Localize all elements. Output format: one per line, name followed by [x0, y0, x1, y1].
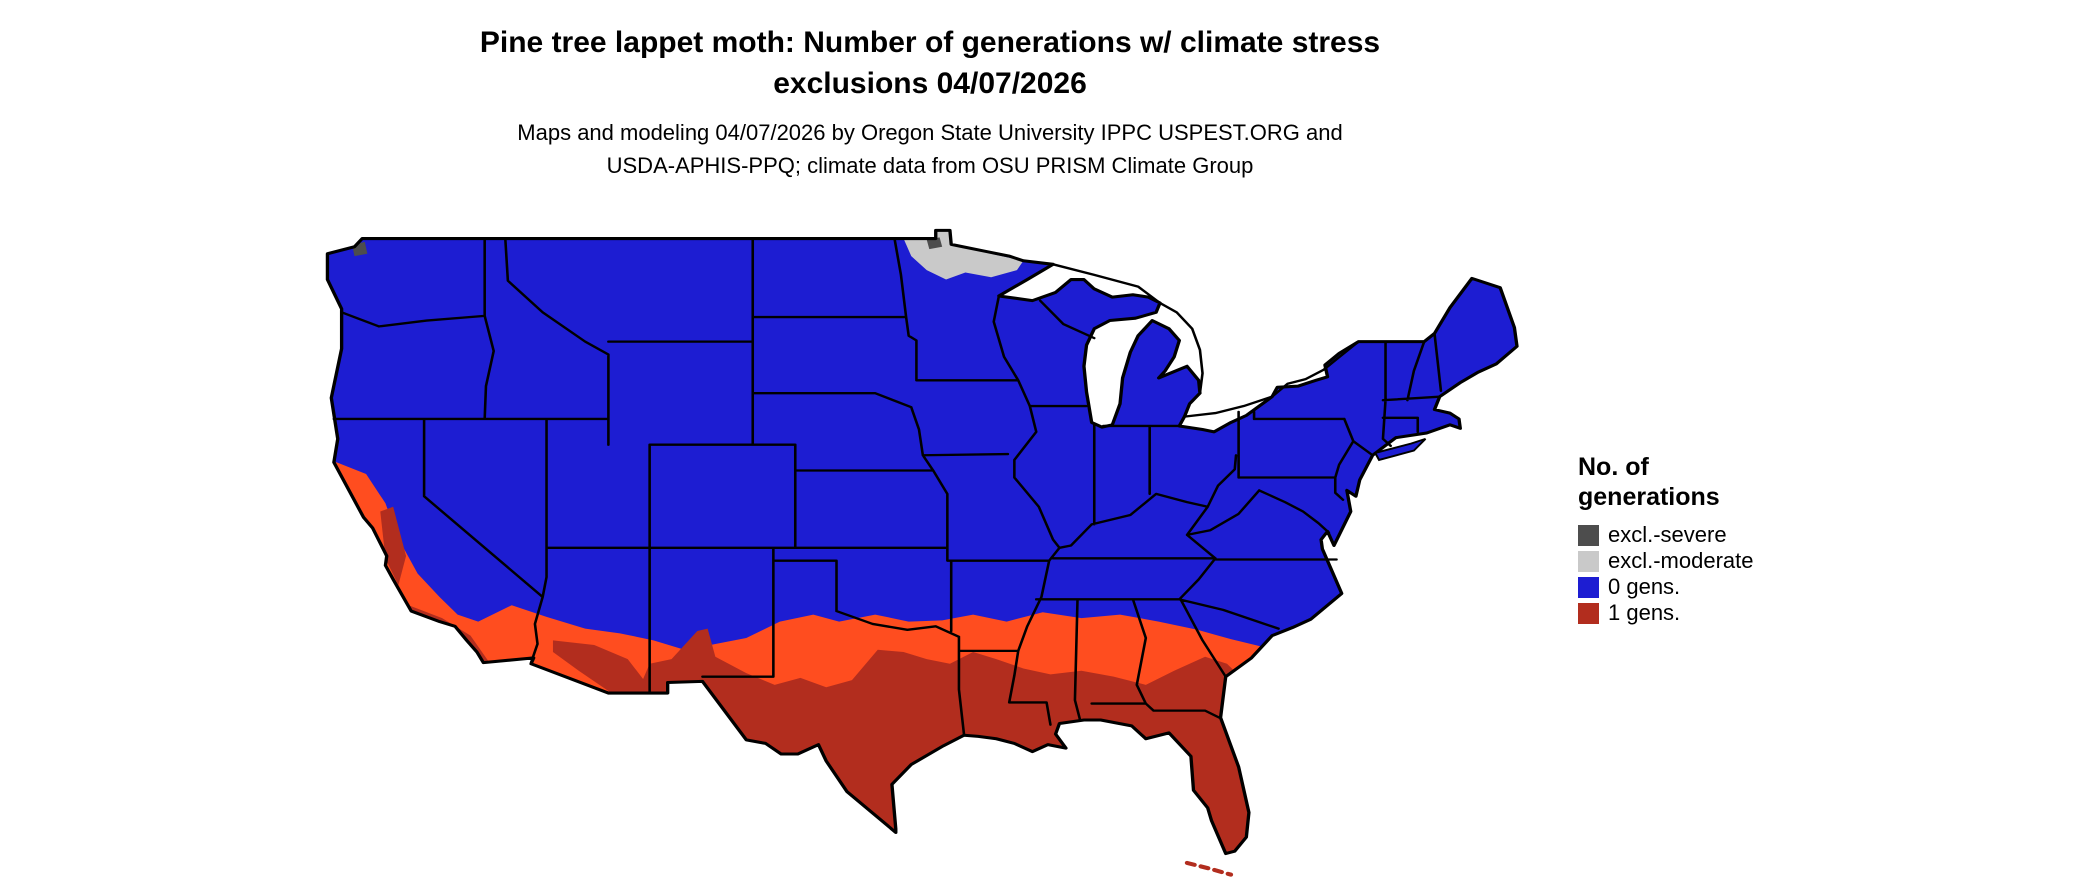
subtitle-line-2: USDA-APHIS-PPQ; climate data from OSU PR…	[606, 153, 1254, 178]
region-1-gens-arizona	[552, 640, 646, 692]
canada-border-through-lakes	[1051, 263, 1360, 418]
map-subtitle: Maps and modeling 04/07/2026 by Oregon S…	[0, 116, 1860, 182]
subtitle-line-1: Maps and modeling 04/07/2026 by Oregon S…	[517, 120, 1343, 145]
legend-label-excl-moderate: excl.-moderate	[1608, 548, 1754, 573]
legend-item-1-gens: 1 gens.	[1578, 600, 1898, 625]
legend-swatch-0-gens	[1578, 576, 1599, 598]
legend-swatch-1-gens	[1578, 602, 1599, 624]
region-1-gens-central-valley	[380, 506, 407, 586]
page-title-line-1: Pine tree lappet moth: Number of generat…	[479, 26, 1381, 59]
map-header: Pine tree lappet moth: Number of generat…	[0, 22, 1860, 182]
legend-title-line-1: No. of	[1578, 453, 1649, 481]
legend-label-1-gens: 1 gens.	[1608, 600, 1681, 625]
map-legend: No. of generations excl.-severe excl.-mo…	[1578, 452, 1898, 628]
legend-item-excl-severe: excl.-severe	[1578, 522, 1898, 547]
legend-item-0-gens: 0 gens.	[1578, 574, 1898, 599]
legend-items: excl.-severe excl.-moderate 0 gens. 1 ge…	[1578, 522, 1898, 625]
us-outline	[325, 228, 1519, 856]
us-map	[321, 228, 1526, 884]
page-title-line-2: exclusions 04/07/2026	[773, 67, 1087, 100]
us-map-svg	[325, 228, 1519, 877]
florida-keys	[1184, 860, 1234, 877]
legend-label-excl-severe: excl.-severe	[1608, 522, 1727, 547]
legend-swatch-excl-severe	[1578, 524, 1599, 546]
legend-label-0-gens: 0 gens.	[1608, 574, 1681, 599]
legend-title-line-2: generations	[1578, 483, 1720, 511]
region-excl-severe-washington	[351, 242, 368, 257]
legend-item-excl-moderate: excl.-moderate	[1578, 548, 1898, 573]
legend-swatch-excl-moderate	[1578, 550, 1599, 572]
long-island	[1373, 437, 1427, 462]
region-0-gens	[327, 230, 1517, 854]
state-borders	[332, 237, 1443, 737]
